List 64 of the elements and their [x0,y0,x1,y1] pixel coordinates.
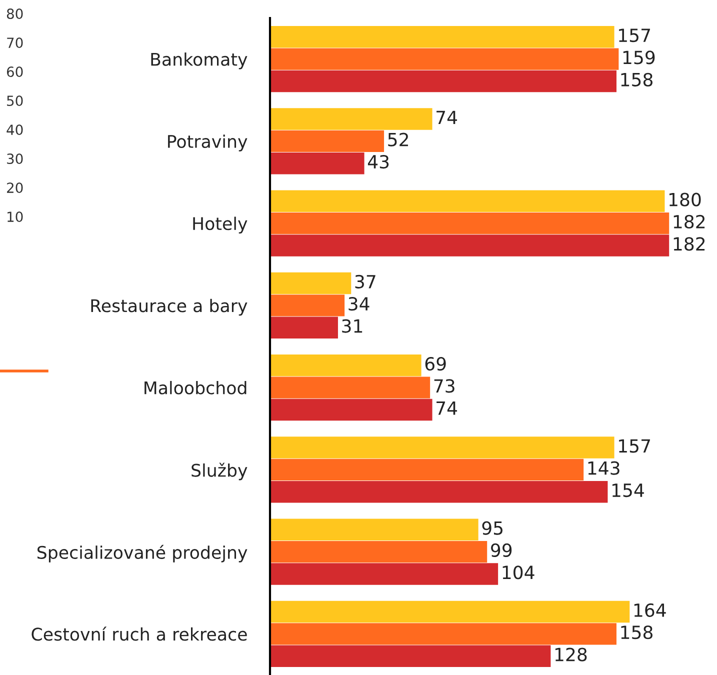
data-label: 164 [634,603,666,618]
data-label: 157 [619,28,650,42]
data-label: 95 [482,521,502,535]
data-label: 34 [348,297,370,311]
data-label: 180 [669,192,701,206]
bar [270,272,352,294]
data-label: 158 [621,626,652,640]
bar [270,563,498,585]
text: 50 [7,96,23,106]
bar [270,600,630,623]
text: 40 [6,124,23,136]
y-tick-label: Služby [192,462,248,480]
bar [270,70,616,92]
text: 60 [6,66,23,78]
data-label: 43 [368,154,389,169]
bar [270,376,430,398]
data-label: 143 [588,461,620,475]
text: 10 [8,212,23,222]
data-label: 74 [436,110,458,124]
bar [270,130,384,152]
bar [270,294,345,316]
data-label: 159 [623,50,655,64]
data-label: 128 [555,648,587,662]
bar [270,436,614,458]
bar [270,645,551,667]
y-tick-label: Bankomaty [151,52,248,70]
bar [270,48,619,70]
data-label: 52 [388,132,408,146]
data-label: 99 [491,543,512,558]
y-tick-label: Restaurace a bary [91,298,248,316]
text: 30 [7,154,23,164]
data-label: 31 [342,319,362,333]
bar [270,212,670,234]
bar [270,234,670,256]
bar [270,354,422,376]
bar [270,518,478,541]
y-tick-label: Cestovní ruch a rekreace [32,626,247,641]
y-tick-label: Hotely [193,216,248,234]
bar [270,540,488,563]
data-label: 182 [674,214,705,229]
bar [270,152,364,174]
text: 80 [6,8,23,20]
bar [270,190,665,212]
data-label: 104 [502,566,534,580]
data-label: 74 [436,402,458,415]
bar [270,623,616,645]
bar [270,26,614,48]
data-label: 69 [425,356,446,371]
text: 20 [7,182,23,194]
bar [270,458,584,481]
y-tick-label: Maloobchod [144,380,246,394]
text: 70 [7,38,23,48]
bar [270,108,432,130]
bar [270,480,608,503]
y-tick-label: Potraviny [168,134,248,152]
data-label: 154 [612,484,644,498]
data-label: 37 [355,274,376,289]
y-tick-label: Specializované prodejny [37,544,248,562]
data-label: 182 [674,237,705,251]
bar [270,316,338,338]
data-label: 158 [621,72,652,86]
bar [270,398,432,421]
data-label: 73 [434,379,454,393]
data-label: 157 [619,439,650,453]
